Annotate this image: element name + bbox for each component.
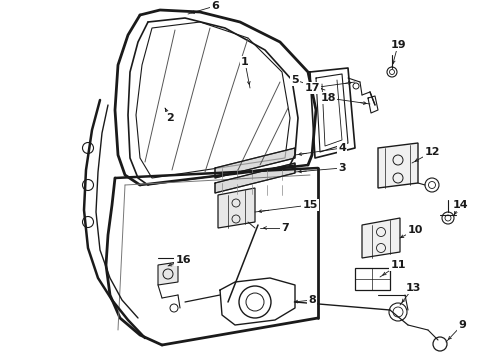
Text: 10: 10 [407,225,423,235]
Text: 7: 7 [281,223,289,233]
Text: 14: 14 [452,200,468,210]
Bar [355,268,390,290]
Text: 5: 5 [291,75,299,85]
Polygon shape [215,148,295,178]
Text: 4: 4 [338,143,346,153]
Text: 19: 19 [390,40,406,50]
Text: 18: 18 [320,93,336,103]
Text: 11: 11 [390,260,406,270]
Polygon shape [218,188,255,228]
Text: 17: 17 [304,83,320,93]
Text: 9: 9 [458,320,466,330]
Text: 6: 6 [211,1,219,11]
Polygon shape [158,262,178,285]
Polygon shape [215,163,295,193]
Text: 2: 2 [166,113,174,123]
Polygon shape [378,143,418,188]
Text: 8: 8 [308,295,316,305]
Text: 12: 12 [424,147,440,157]
Text: 1: 1 [241,57,249,67]
Text: 3: 3 [338,163,346,173]
Text: 15: 15 [302,200,318,210]
Text: 16: 16 [175,255,191,265]
Polygon shape [362,218,400,258]
Text: 13: 13 [405,283,421,293]
